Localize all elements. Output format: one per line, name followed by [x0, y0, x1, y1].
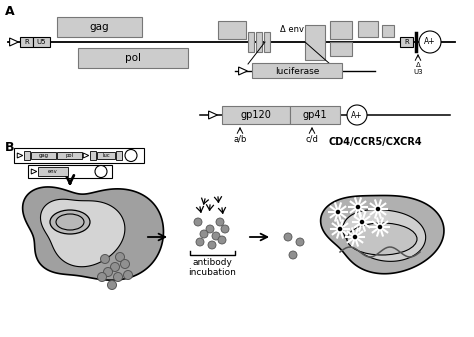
Circle shape — [289, 251, 297, 259]
Circle shape — [378, 225, 382, 229]
Circle shape — [212, 232, 220, 240]
Bar — [358, 21, 378, 37]
Circle shape — [120, 259, 129, 269]
Bar — [116, 151, 122, 160]
Circle shape — [116, 252, 125, 262]
Polygon shape — [209, 111, 218, 119]
Text: antibody
incubation: antibody incubation — [189, 258, 237, 277]
Bar — [90, 151, 96, 160]
Bar — [222, 106, 290, 124]
Circle shape — [216, 218, 224, 226]
Bar — [305, 25, 325, 60]
Bar — [330, 21, 352, 39]
Bar — [252, 63, 342, 78]
Text: gag: gag — [89, 22, 109, 32]
Circle shape — [196, 238, 204, 246]
Bar — [290, 106, 340, 124]
Bar — [256, 32, 262, 52]
Circle shape — [110, 263, 119, 272]
Circle shape — [221, 225, 229, 233]
Text: A: A — [5, 5, 15, 18]
Circle shape — [124, 271, 133, 279]
Bar — [24, 151, 30, 160]
PathPatch shape — [320, 195, 444, 274]
Bar — [20, 37, 33, 47]
Polygon shape — [17, 153, 23, 158]
Circle shape — [338, 227, 342, 231]
Circle shape — [108, 280, 117, 289]
Text: luc: luc — [102, 153, 110, 158]
Text: gp120: gp120 — [241, 110, 272, 120]
Bar — [78, 48, 188, 68]
Circle shape — [194, 218, 202, 226]
Polygon shape — [31, 169, 37, 174]
Bar — [400, 37, 413, 47]
Text: R: R — [404, 39, 409, 45]
Text: gp41: gp41 — [303, 110, 328, 120]
Bar — [264, 32, 270, 52]
Text: pol: pol — [125, 53, 141, 63]
Text: U5: U5 — [37, 39, 46, 45]
Text: env: env — [48, 169, 58, 174]
Circle shape — [95, 165, 107, 178]
Circle shape — [336, 210, 340, 214]
Text: gag: gag — [38, 153, 48, 158]
PathPatch shape — [343, 210, 426, 262]
Circle shape — [360, 220, 364, 224]
Circle shape — [353, 235, 357, 239]
Text: pol: pol — [65, 153, 73, 158]
Polygon shape — [83, 153, 89, 158]
Circle shape — [98, 273, 107, 281]
Text: B: B — [5, 141, 15, 154]
Bar — [33, 37, 50, 47]
PathPatch shape — [40, 199, 125, 267]
Ellipse shape — [50, 210, 90, 234]
Bar — [382, 25, 394, 37]
Polygon shape — [9, 38, 18, 46]
Text: Δ
U3: Δ U3 — [413, 62, 423, 74]
Bar — [28, 165, 112, 178]
Bar — [97, 152, 115, 159]
Circle shape — [296, 238, 304, 246]
Circle shape — [100, 254, 109, 264]
Text: A+: A+ — [424, 37, 436, 47]
Circle shape — [218, 236, 226, 244]
Bar — [330, 42, 352, 56]
Text: CD4/CCR5/CXCR4: CD4/CCR5/CXCR4 — [328, 137, 422, 147]
Text: luciferase: luciferase — [275, 66, 319, 75]
Circle shape — [356, 205, 360, 209]
Circle shape — [200, 230, 208, 238]
Text: A+: A+ — [351, 111, 363, 120]
Bar — [57, 152, 82, 159]
Circle shape — [347, 105, 367, 125]
Text: c/d: c/d — [306, 135, 319, 144]
Circle shape — [113, 273, 122, 281]
Text: R: R — [24, 39, 29, 45]
Bar — [57, 17, 142, 37]
Circle shape — [376, 207, 380, 211]
Circle shape — [103, 268, 112, 276]
Circle shape — [208, 241, 216, 249]
Circle shape — [419, 31, 441, 53]
PathPatch shape — [23, 187, 164, 280]
Circle shape — [206, 225, 214, 233]
Bar — [14, 148, 144, 163]
Ellipse shape — [347, 223, 417, 255]
Bar — [248, 32, 254, 52]
Bar — [31, 152, 56, 159]
Polygon shape — [238, 67, 247, 75]
Bar — [38, 167, 68, 176]
Circle shape — [284, 233, 292, 241]
Circle shape — [125, 150, 137, 161]
Bar — [218, 21, 246, 39]
Text: Δ env: Δ env — [280, 26, 304, 34]
Text: a/b: a/b — [233, 135, 246, 144]
